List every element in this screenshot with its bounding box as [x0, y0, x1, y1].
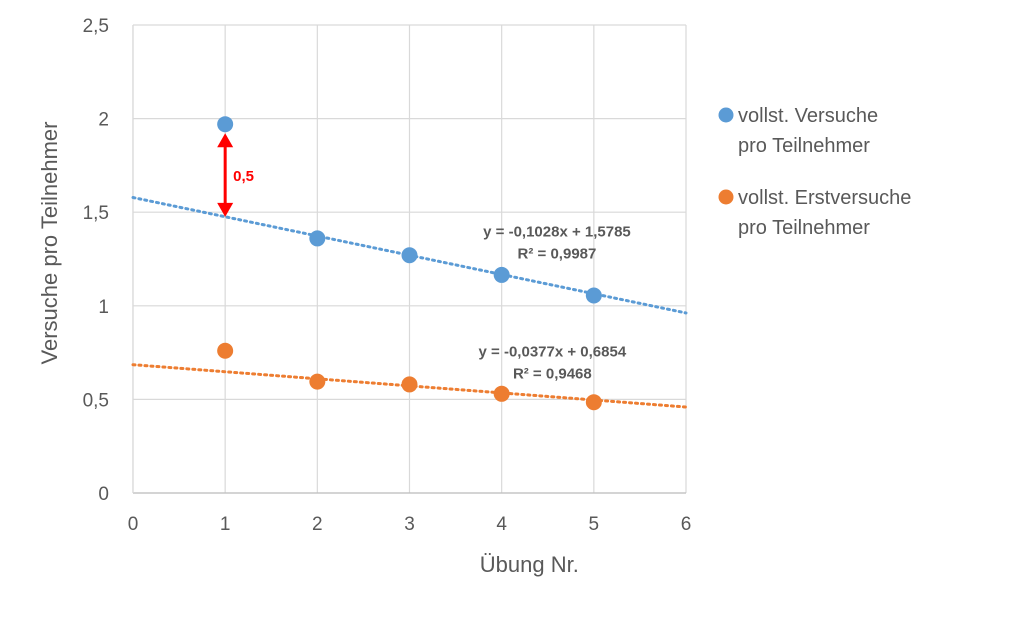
- trendline-equation: y = -0,0377x + 0,6854: [479, 343, 627, 360]
- legend-label: pro Teilnehmer: [738, 217, 870, 239]
- x-tick-label: 4: [496, 514, 507, 535]
- data-point-series-1: [309, 230, 326, 247]
- data-point-series-2: [217, 342, 234, 359]
- data-point-series-1: [493, 266, 510, 283]
- legend-marker-2: [718, 189, 734, 205]
- legend-marker-1: [718, 107, 734, 123]
- x-axis-title: Übung Nr.: [480, 552, 579, 577]
- data-points: [217, 116, 602, 411]
- axes: 0 1 2 3 4 5 6 0 0,5 1 1,5 2 2,5 Übung Nr. Versuche pro…: [37, 16, 691, 577]
- legend-label: vollst. Versuche: [738, 105, 878, 127]
- equation-labels: y = -0,1028x + 1,5785 R² = 0,9987 y = -0,0…: [479, 224, 631, 383]
- data-point-series-2: [585, 394, 602, 411]
- trendline-equation: y = -0,1028x + 1,5785: [483, 224, 631, 241]
- data-point-series-2: [401, 376, 418, 393]
- x-tick-label: 0: [128, 514, 139, 535]
- annotation-label: 0,5: [233, 168, 254, 185]
- annotation-arrowhead-up: [217, 133, 234, 148]
- y-axis-title: Versuche pro Teilnehmer: [37, 122, 62, 365]
- y-tick-label: 0,5: [83, 390, 109, 411]
- x-tick-label: 6: [681, 514, 692, 535]
- data-point-series-2: [309, 373, 326, 390]
- annotation-arrowhead-down: [217, 202, 234, 217]
- data-point-series-1: [585, 287, 602, 304]
- data-point-series-1: [401, 247, 418, 264]
- y-tick-label: 1,5: [83, 203, 109, 224]
- x-tick-label: 2: [312, 514, 323, 535]
- x-tick-label: 1: [220, 514, 231, 535]
- difference-annotation: 0,5: [217, 133, 254, 217]
- trendline-r-squared: R² = 0,9468: [513, 365, 592, 382]
- y-tick-label: 0: [98, 484, 109, 505]
- data-point-series-1: [217, 116, 234, 133]
- data-point-series-2: [493, 385, 510, 402]
- y-tick-label: 2,5: [83, 16, 109, 37]
- legend: vollst. Versuche pro Teilnehmer vollst. Er…: [718, 105, 911, 239]
- trendline-r-squared: R² = 0,9987: [518, 246, 597, 263]
- legend-label: vollst. Erstversuche: [738, 187, 911, 209]
- x-tick-label: 5: [589, 514, 600, 535]
- legend-label: pro Teilnehmer: [738, 135, 870, 157]
- x-tick-label: 3: [404, 514, 415, 535]
- y-tick-label: 1: [98, 297, 109, 318]
- y-tick-label: 2: [98, 110, 109, 131]
